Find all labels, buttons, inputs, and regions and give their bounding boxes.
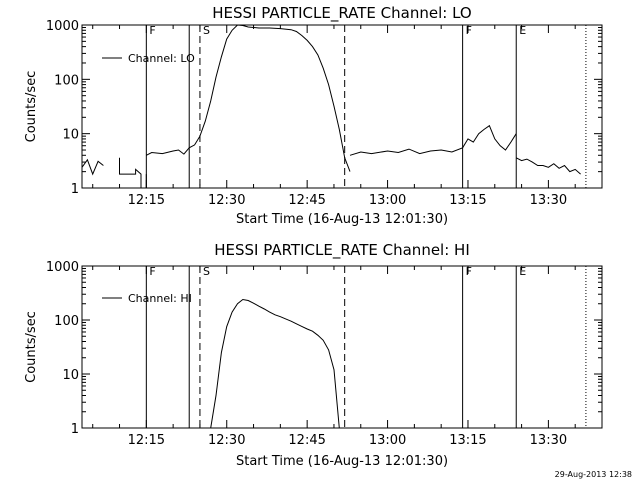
series-line-channel-lo xyxy=(119,157,147,189)
plot-frame xyxy=(81,265,603,429)
x-tick-label-13-30: 13:30 xyxy=(530,193,567,208)
plot-frame xyxy=(81,24,603,189)
marker-flag-s: S xyxy=(203,24,210,37)
y-tick-label-1: 1 xyxy=(71,182,79,197)
x-tick-label-13-00: 13:00 xyxy=(369,193,406,208)
chart-panel-lo: HESSI PARTICLE_RATE Channel: LO 1 10 100 100… xyxy=(24,4,603,227)
x-tick-label-13-00: 13:00 xyxy=(369,433,406,448)
marker-flag-f: F xyxy=(149,265,155,278)
x-tick-label-12-45: 12:45 xyxy=(288,433,325,448)
legend-label: Channel: LO xyxy=(128,52,195,65)
x-tick-label-12-30: 12:30 xyxy=(208,193,245,208)
y-axis-label: Counts/sec xyxy=(24,311,39,383)
marker-flag-s: S xyxy=(203,265,210,278)
y-tick-label-100: 100 xyxy=(54,73,79,88)
series-line-channel-lo xyxy=(515,157,581,175)
marker-flag-e: E xyxy=(519,24,526,37)
legend-label: Channel: HI xyxy=(128,292,192,305)
y-tick-label-1000: 1000 xyxy=(46,260,79,275)
y-tick-label-1: 1 xyxy=(71,422,79,437)
x-tick-label-12-45: 12:45 xyxy=(288,193,325,208)
chart-title: HESSI PARTICLE_RATE Channel: LO xyxy=(212,4,471,23)
chart-panel-hi: HESSI PARTICLE_RATE Channel: HI 1 10 100 100… xyxy=(24,241,603,469)
x-axis-label: Start Time (16-Aug-13 12:01:30) xyxy=(236,212,448,227)
y-tick-label-10: 10 xyxy=(62,368,79,383)
y-tick-label-100: 100 xyxy=(54,314,79,329)
x-tick-label-12-15: 12:15 xyxy=(128,433,165,448)
marker-flag-e: E xyxy=(519,265,526,278)
x-tick-label-12-30: 12:30 xyxy=(208,433,245,448)
x-tick-label-12-15: 12:15 xyxy=(128,193,165,208)
y-axis-label: Counts/sec xyxy=(24,71,39,143)
series-line-channel-lo xyxy=(349,124,517,156)
x-tick-label-13-15: 13:15 xyxy=(449,433,486,448)
footer-timestamp: 29-Aug-2013 12:38 xyxy=(555,470,632,479)
marker-flag-f: F xyxy=(466,24,472,37)
series-line-channel-lo xyxy=(81,158,104,176)
series-line-channel-lo xyxy=(146,24,351,172)
x-tick-label-13-30: 13:30 xyxy=(530,433,567,448)
y-tick-label-10: 10 xyxy=(62,128,79,143)
x-tick-label-13-15: 13:15 xyxy=(449,193,486,208)
y-tick-label-1000: 1000 xyxy=(46,19,79,34)
series-line-channel-hi xyxy=(210,298,340,429)
chart-title: HESSI PARTICLE_RATE Channel: HI xyxy=(214,241,470,260)
x-axis-label: Start Time (16-Aug-13 12:01:30) xyxy=(236,454,448,469)
marker-flag-f: F xyxy=(466,265,472,278)
marker-flag-f: F xyxy=(149,24,155,37)
